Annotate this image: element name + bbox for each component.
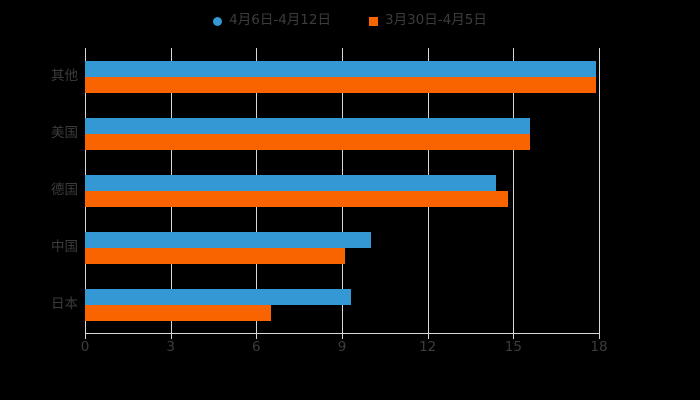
legend-label-series-1: 4月6日-4月12日: [229, 12, 331, 29]
gridline: [513, 48, 515, 333]
chart-legend: 4月6日-4月12日 3月30日-4月5日: [0, 8, 700, 34]
x-axis-tick-mark: [256, 333, 258, 339]
x-axis-tick-mark: [170, 333, 172, 339]
x-axis-tick-mark: [342, 333, 343, 339]
x-axis-tick-mark: [427, 333, 429, 339]
legend-label-series-2: 3月30日-4月5日: [385, 12, 487, 29]
x-axis-tick-mark: [513, 333, 515, 339]
plot-area: [85, 48, 599, 333]
bar-series-2[interactable]: [85, 76, 597, 93]
x-axis-tick-label: 9: [337, 339, 347, 355]
bar-series-1[interactable]: [85, 117, 531, 134]
legend-square-marker-icon: [369, 16, 378, 26]
x-axis-tick-label: 3: [166, 339, 175, 355]
bar-series-2[interactable]: [85, 190, 508, 207]
x-axis-tick-mark: [599, 333, 600, 339]
x-axis-tick-label: 0: [80, 339, 90, 355]
legend-circle-marker-icon: [213, 16, 223, 26]
bar-series-2[interactable]: [85, 304, 271, 321]
x-axis-tick-mark: [85, 333, 86, 339]
y-axis-category-label: 日本: [51, 295, 78, 312]
bar-series-2[interactable]: [85, 133, 531, 150]
bar-series-1[interactable]: [85, 174, 497, 191]
x-axis-tick-label: 15: [504, 339, 522, 355]
y-axis-category-label: 中国: [51, 238, 78, 255]
y-axis-category-label: 美国: [51, 124, 78, 141]
bar-series-1[interactable]: [85, 288, 351, 305]
y-axis-category-label: 德国: [51, 181, 78, 198]
legend-item-series-2[interactable]: 3月30日-4月5日: [369, 14, 487, 28]
bar-series-2[interactable]: [85, 247, 345, 264]
x-axis-tick-label: 12: [419, 339, 437, 355]
y-axis-category-label: 其他: [51, 67, 78, 84]
bar-series-1[interactable]: [85, 231, 371, 248]
x-axis-tick-label: 18: [590, 339, 608, 355]
bar-series-1[interactable]: [85, 60, 597, 77]
legend-item-series-1[interactable]: 4月6日-4月12日: [213, 14, 331, 28]
x-axis-tick-label: 6: [252, 339, 261, 355]
gridline: [599, 48, 600, 333]
